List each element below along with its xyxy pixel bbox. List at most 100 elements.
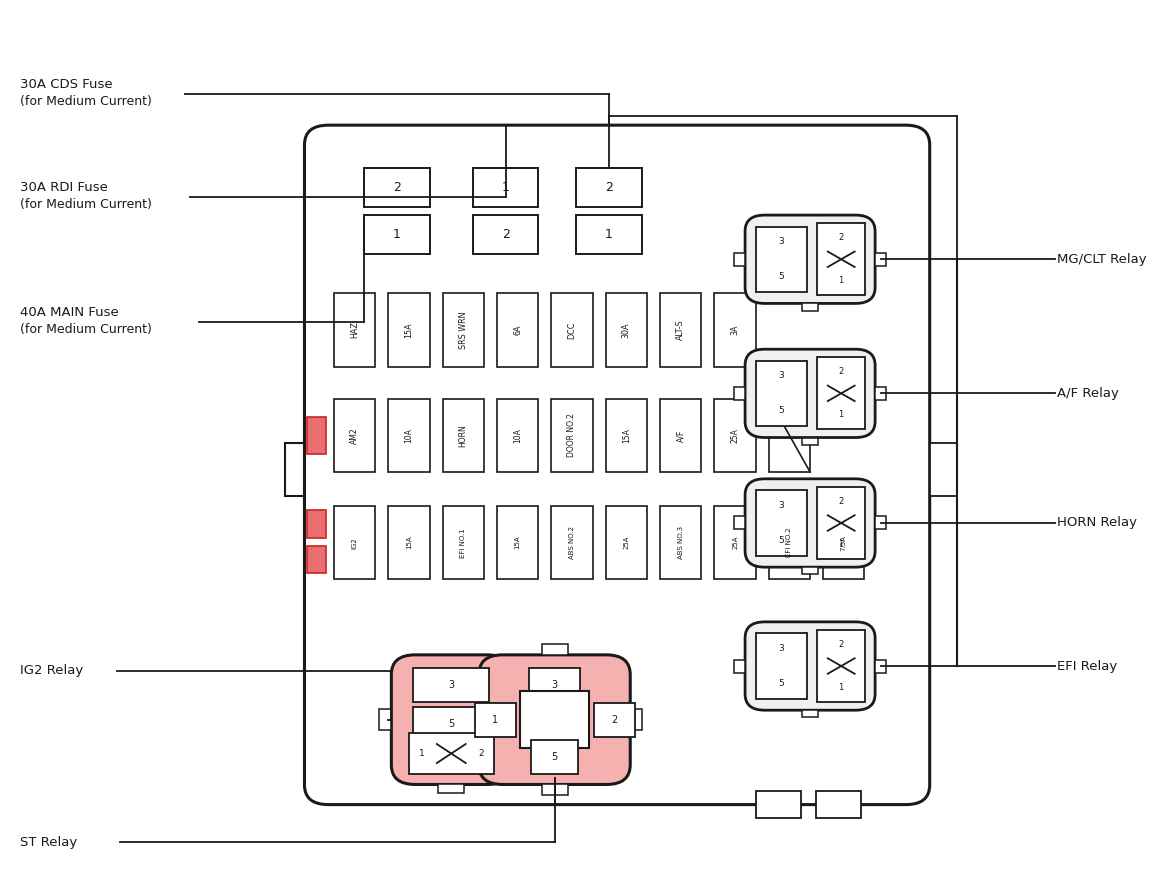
FancyBboxPatch shape: [576, 215, 642, 254]
FancyBboxPatch shape: [606, 506, 647, 579]
FancyBboxPatch shape: [475, 703, 516, 737]
FancyBboxPatch shape: [756, 227, 806, 291]
FancyBboxPatch shape: [802, 567, 818, 574]
FancyBboxPatch shape: [552, 399, 592, 472]
FancyBboxPatch shape: [714, 293, 756, 367]
FancyBboxPatch shape: [576, 168, 642, 207]
Text: 1: 1: [418, 749, 424, 758]
Text: 1: 1: [839, 540, 843, 549]
Text: 5: 5: [779, 536, 785, 545]
Text: EFI NO.1: EFI NO.1: [460, 527, 467, 558]
Text: 1: 1: [501, 181, 509, 194]
Text: 15A: 15A: [515, 536, 521, 550]
Text: 7.5A: 7.5A: [841, 535, 847, 551]
FancyBboxPatch shape: [630, 709, 642, 730]
Text: 30A RDI Fuse: 30A RDI Fuse: [20, 181, 107, 194]
FancyBboxPatch shape: [334, 506, 376, 579]
Text: 2: 2: [839, 497, 843, 506]
FancyBboxPatch shape: [734, 517, 745, 529]
FancyBboxPatch shape: [414, 707, 490, 741]
FancyBboxPatch shape: [660, 399, 702, 472]
FancyBboxPatch shape: [552, 506, 592, 579]
FancyBboxPatch shape: [364, 215, 430, 254]
Text: HAZ: HAZ: [350, 322, 359, 338]
FancyBboxPatch shape: [479, 654, 630, 785]
Text: 15A: 15A: [404, 322, 414, 338]
FancyBboxPatch shape: [745, 622, 876, 710]
Text: 30A CDS Fuse: 30A CDS Fuse: [20, 79, 112, 91]
Text: 5: 5: [779, 273, 785, 282]
Text: 2: 2: [393, 181, 401, 194]
Text: 30A: 30A: [622, 322, 631, 338]
FancyBboxPatch shape: [802, 437, 818, 444]
Text: ABS NO.3: ABS NO.3: [677, 526, 683, 560]
FancyBboxPatch shape: [285, 443, 304, 496]
Text: 5: 5: [448, 719, 454, 730]
FancyBboxPatch shape: [816, 791, 862, 818]
FancyBboxPatch shape: [334, 399, 376, 472]
Text: IG2: IG2: [351, 536, 357, 549]
Text: 10A: 10A: [513, 428, 522, 443]
FancyBboxPatch shape: [660, 293, 702, 367]
Text: 3: 3: [552, 680, 558, 690]
Text: 1: 1: [839, 410, 843, 419]
Text: 5: 5: [552, 752, 558, 762]
Text: 5: 5: [779, 407, 785, 416]
FancyBboxPatch shape: [497, 506, 538, 579]
Text: DOOR NO.2: DOOR NO.2: [568, 413, 576, 458]
Text: 2: 2: [839, 233, 843, 242]
FancyBboxPatch shape: [306, 417, 326, 454]
Text: 5: 5: [779, 679, 785, 688]
Text: 3: 3: [779, 371, 785, 380]
FancyBboxPatch shape: [745, 215, 876, 303]
Text: MG/CLT Relay: MG/CLT Relay: [1056, 253, 1146, 266]
FancyBboxPatch shape: [745, 350, 876, 437]
Text: ST Relay: ST Relay: [20, 836, 77, 848]
FancyBboxPatch shape: [306, 545, 326, 573]
Text: 3: 3: [779, 501, 785, 510]
Text: 2: 2: [501, 228, 509, 240]
Text: 6A: 6A: [513, 325, 522, 335]
Text: 1: 1: [605, 228, 613, 240]
FancyBboxPatch shape: [876, 387, 886, 400]
Text: (for Medium Current): (for Medium Current): [20, 324, 151, 336]
FancyBboxPatch shape: [388, 506, 430, 579]
FancyBboxPatch shape: [497, 293, 538, 367]
FancyBboxPatch shape: [414, 669, 490, 702]
Text: 3: 3: [779, 237, 785, 246]
FancyBboxPatch shape: [364, 168, 430, 207]
FancyBboxPatch shape: [334, 293, 376, 367]
Text: 15A: 15A: [622, 428, 631, 443]
FancyBboxPatch shape: [388, 293, 430, 367]
FancyBboxPatch shape: [802, 303, 818, 310]
Text: 1: 1: [393, 228, 401, 240]
Text: ALT-S: ALT-S: [676, 319, 685, 341]
Text: A/F: A/F: [676, 429, 685, 442]
Text: HORN Relay: HORN Relay: [1056, 517, 1137, 529]
FancyBboxPatch shape: [520, 691, 589, 748]
Text: 25A: 25A: [730, 428, 740, 443]
Text: 25A: 25A: [732, 536, 738, 550]
FancyBboxPatch shape: [817, 630, 865, 702]
FancyBboxPatch shape: [541, 644, 568, 654]
FancyBboxPatch shape: [467, 709, 479, 730]
Text: EFI NO.2: EFI NO.2: [787, 527, 793, 558]
FancyBboxPatch shape: [593, 703, 635, 737]
FancyBboxPatch shape: [817, 358, 865, 429]
Text: 3A: 3A: [730, 325, 740, 335]
Text: 2: 2: [605, 181, 613, 194]
FancyBboxPatch shape: [531, 740, 578, 773]
Text: 40A MAIN Fuse: 40A MAIN Fuse: [20, 307, 119, 319]
Text: A/F Relay: A/F Relay: [1056, 387, 1119, 400]
Text: 3: 3: [448, 680, 454, 690]
FancyBboxPatch shape: [802, 710, 818, 717]
FancyBboxPatch shape: [438, 785, 464, 794]
FancyBboxPatch shape: [768, 399, 810, 472]
Text: 15A: 15A: [406, 536, 412, 550]
FancyBboxPatch shape: [876, 517, 886, 529]
Text: HORN: HORN: [458, 424, 468, 447]
FancyBboxPatch shape: [304, 125, 930, 805]
Text: 1: 1: [839, 276, 843, 285]
Text: 1: 1: [839, 683, 843, 692]
Text: (for Medium Current): (for Medium Current): [20, 198, 151, 211]
